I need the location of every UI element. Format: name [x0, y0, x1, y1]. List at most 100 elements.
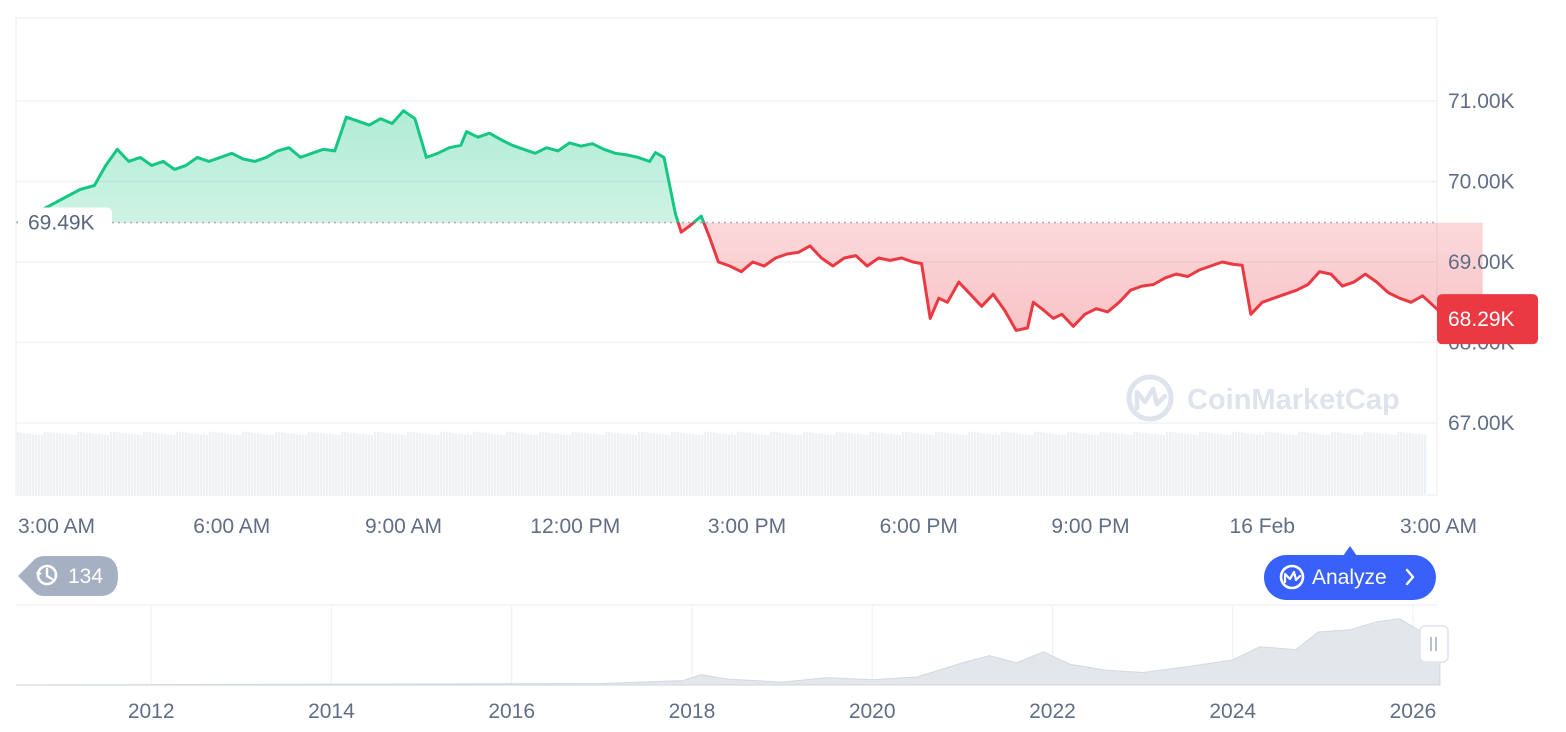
volume-bar — [737, 431, 740, 495]
volume-bar — [1031, 435, 1034, 495]
volume-bar — [323, 433, 326, 495]
volume-bar — [329, 434, 332, 495]
volume-bar — [41, 435, 44, 495]
volume-bar — [281, 432, 284, 495]
volume-bar — [362, 434, 365, 495]
volume-bar — [581, 432, 584, 495]
navigator-handle[interactable] — [1419, 625, 1449, 663]
volume-bar — [539, 431, 542, 495]
volume-bar — [188, 432, 191, 495]
volume-bar — [764, 434, 767, 495]
volume-bar — [434, 434, 437, 495]
volume-bar — [1373, 432, 1376, 495]
volume-bar — [842, 432, 845, 495]
volume-bar — [326, 433, 329, 495]
x-axis-labels: 3:00 AM 6:00 AM 9:00 AM 12:00 PM 3:00 PM 6:00… — [18, 515, 1477, 538]
volume-bar — [365, 434, 368, 495]
volume-bar — [440, 431, 443, 495]
x-tick-label: 3:00 AM — [18, 515, 95, 538]
volume-bar — [662, 434, 665, 495]
volume-bar — [782, 432, 785, 495]
volume-bar — [830, 434, 833, 495]
volume-bar — [749, 432, 752, 495]
volume-bar — [455, 433, 458, 495]
volume-bar — [233, 434, 236, 495]
volume-bar — [1379, 433, 1382, 495]
navigator-axis-labels: 2012 2014 2016 2018 2020 2022 2024 2026 — [128, 700, 1436, 723]
volume-bar — [899, 435, 902, 495]
price-line-above-reference — [17, 109, 706, 223]
volume-bar — [1415, 433, 1418, 495]
volume-bar — [956, 434, 959, 495]
volume-bar — [50, 432, 53, 495]
volume-bar — [314, 432, 317, 495]
volume-bar — [1115, 433, 1118, 495]
price-area-above-reference — [18, 110, 704, 223]
coinmarketcap-logo-icon — [1126, 374, 1174, 422]
volume-bar — [1049, 433, 1052, 495]
volume-bar — [419, 432, 422, 495]
volume-bar — [1211, 432, 1214, 495]
volume-bar — [422, 433, 425, 495]
volume-bar — [89, 432, 92, 495]
volume-bar — [929, 434, 932, 495]
volume-bar — [32, 434, 35, 495]
volume-bar — [941, 432, 944, 495]
volume-bar — [992, 434, 995, 495]
volume-bar — [923, 434, 926, 495]
x-tick-label: 16 Feb — [1230, 515, 1295, 538]
volume-bar — [284, 432, 287, 495]
volume-bar — [1262, 435, 1265, 495]
volume-bar — [725, 434, 728, 495]
volume-bar — [1322, 434, 1325, 495]
volume-bar — [413, 432, 416, 495]
volume-bar — [1319, 434, 1322, 495]
volume-bar — [155, 432, 158, 495]
volume-bar — [1172, 432, 1175, 495]
volume-bar — [1121, 434, 1124, 495]
volume-bar — [1337, 432, 1340, 495]
volume-bar — [1130, 435, 1133, 495]
history-button[interactable]: 134 — [18, 556, 118, 596]
y-tick-label: 67.00K — [1448, 412, 1515, 435]
analyze-button[interactable]: Analyze — [1264, 546, 1436, 600]
volume-bar — [482, 432, 485, 495]
volume-bar — [650, 432, 653, 495]
volume-bar — [425, 433, 428, 495]
volume-bar — [542, 431, 545, 495]
volume-bar — [1007, 432, 1010, 495]
volume-bar — [1361, 435, 1364, 495]
volume-bar — [938, 431, 941, 495]
volume-bar — [1100, 431, 1103, 495]
volume-bar — [1370, 432, 1373, 495]
volume-bar — [839, 431, 842, 495]
volume-bar — [230, 434, 233, 495]
navigator-tick-label: 2026 — [1390, 700, 1437, 723]
y-tick-label: 69.00K — [1448, 251, 1515, 274]
volume-bar — [1271, 432, 1274, 495]
volume-bar — [203, 434, 206, 495]
volume-bar — [1013, 432, 1016, 495]
volume-bar — [671, 431, 674, 495]
volume-bar — [1124, 434, 1127, 495]
volume-bar — [866, 435, 869, 495]
volume-bars — [17, 431, 1427, 495]
volume-bar — [1151, 433, 1154, 495]
volume-bar — [71, 434, 74, 495]
volume-bar — [23, 432, 26, 495]
volume-bar — [1106, 432, 1109, 495]
y-tick-label: 71.00K — [1448, 90, 1515, 113]
navigator-tick-label: 2014 — [308, 700, 355, 723]
volume-bar — [695, 434, 698, 495]
range-navigator[interactable] — [15, 604, 1449, 686]
volume-bar — [833, 435, 836, 495]
volume-bar — [104, 434, 107, 495]
volume-bar — [275, 431, 278, 495]
volume-bar — [668, 435, 671, 495]
volume-bar — [503, 435, 506, 495]
volume-bar — [812, 432, 815, 495]
volume-bar — [926, 434, 929, 495]
volume-bar — [1223, 434, 1226, 495]
price-line-below-reference — [17, 222, 1484, 332]
